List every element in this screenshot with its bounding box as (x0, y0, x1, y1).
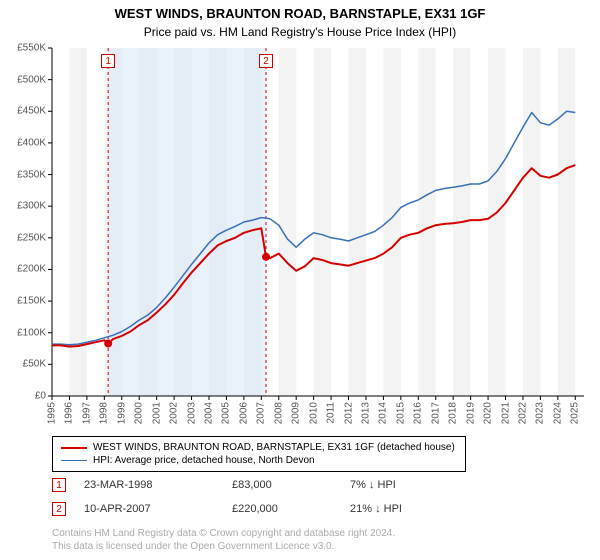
chart-title: WEST WINDS, BRAUNTON ROAD, BARNSTAPLE, E… (0, 0, 600, 23)
y-tick-label: £100K (0, 327, 46, 338)
x-tick-label: 2016 (413, 402, 424, 424)
y-tick-label: £250K (0, 232, 46, 243)
x-tick-label: 2004 (203, 402, 214, 424)
x-tick-label: 2015 (395, 402, 406, 424)
x-tick-label: 2003 (186, 402, 197, 424)
x-tick-label: 2013 (360, 402, 371, 424)
x-tick-label: 2000 (134, 402, 145, 424)
y-tick-label: £200K (0, 264, 46, 275)
sale-marker-2-icon: 2 (52, 502, 66, 516)
sale-1-price: £83,000 (232, 479, 332, 491)
footer-attribution: Contains HM Land Registry data © Crown c… (52, 528, 395, 553)
x-tick-label: 2002 (169, 402, 180, 424)
legend-item-hpi: HPI: Average price, detached house, Nort… (61, 454, 457, 467)
legend-label-subject: WEST WINDS, BRAUNTON ROAD, BARNSTAPLE, E… (93, 441, 455, 454)
x-tick-label: 2021 (500, 402, 511, 424)
y-tick-label: £350K (0, 169, 46, 180)
sale-2-price: £220,000 (232, 503, 332, 515)
y-tick-label: £300K (0, 201, 46, 212)
legend-swatch-hpi (61, 460, 87, 461)
chart-plot-area: £0£50K£100K£150K£200K£250K£300K£350K£400… (52, 48, 584, 396)
legend-item-subject: WEST WINDS, BRAUNTON ROAD, BARNSTAPLE, E… (61, 441, 457, 454)
sale-marker-box: 2 (259, 54, 273, 68)
y-tick-label: £500K (0, 74, 46, 85)
sale-point (104, 339, 112, 347)
sale-2-diff: 21% ↓ HPI (350, 503, 460, 515)
x-tick-label: 2001 (151, 402, 162, 424)
x-tick-label: 2023 (535, 402, 546, 424)
sale-point (262, 253, 270, 261)
x-tick-label: 2005 (221, 402, 232, 424)
sale-2-date: 10-APR-2007 (84, 503, 214, 515)
chart-subtitle: Price paid vs. HM Land Registry's House … (0, 23, 600, 45)
chart-svg (52, 48, 584, 396)
sale-marker-box: 1 (101, 54, 115, 68)
sale-marker-1-icon: 1 (52, 478, 66, 492)
x-tick-label: 2010 (308, 402, 319, 424)
x-tick-label: 2011 (326, 402, 337, 424)
x-tick-label: 2022 (517, 402, 528, 424)
x-tick-label: 2009 (291, 402, 302, 424)
sale-row-1: 1 23-MAR-1998 £83,000 7% ↓ HPI (52, 478, 460, 492)
x-tick-label: 2008 (273, 402, 284, 424)
x-tick-label: 1995 (47, 402, 58, 424)
x-tick-label: 2012 (343, 402, 354, 424)
x-tick-label: 2017 (430, 402, 441, 424)
y-tick-label: £50K (0, 359, 46, 370)
x-tick-label: 1999 (116, 402, 127, 424)
x-tick-label: 2025 (570, 402, 581, 424)
sale-1-diff: 7% ↓ HPI (350, 479, 460, 491)
x-tick-label: 2007 (256, 402, 267, 424)
y-tick-label: £550K (0, 43, 46, 54)
x-tick-label: 2019 (465, 402, 476, 424)
x-tick-label: 1998 (99, 402, 110, 424)
x-tick-label: 2018 (448, 402, 459, 424)
y-tick-label: £400K (0, 137, 46, 148)
y-tick-label: £450K (0, 106, 46, 117)
x-tick-label: 1997 (81, 402, 92, 424)
y-tick-label: £150K (0, 296, 46, 307)
x-tick-label: 2024 (552, 402, 563, 424)
y-tick-label: £0 (0, 391, 46, 402)
legend-swatch-subject (61, 447, 87, 449)
sale-1-date: 23-MAR-1998 (84, 479, 214, 491)
x-tick-label: 1996 (64, 402, 75, 424)
x-tick-label: 2006 (238, 402, 249, 424)
x-tick-label: 2014 (378, 402, 389, 424)
legend-label-hpi: HPI: Average price, detached house, Nort… (93, 454, 315, 467)
x-tick-label: 2020 (483, 402, 494, 424)
sale-row-2: 2 10-APR-2007 £220,000 21% ↓ HPI (52, 502, 460, 516)
legend: WEST WINDS, BRAUNTON ROAD, BARNSTAPLE, E… (52, 436, 466, 472)
